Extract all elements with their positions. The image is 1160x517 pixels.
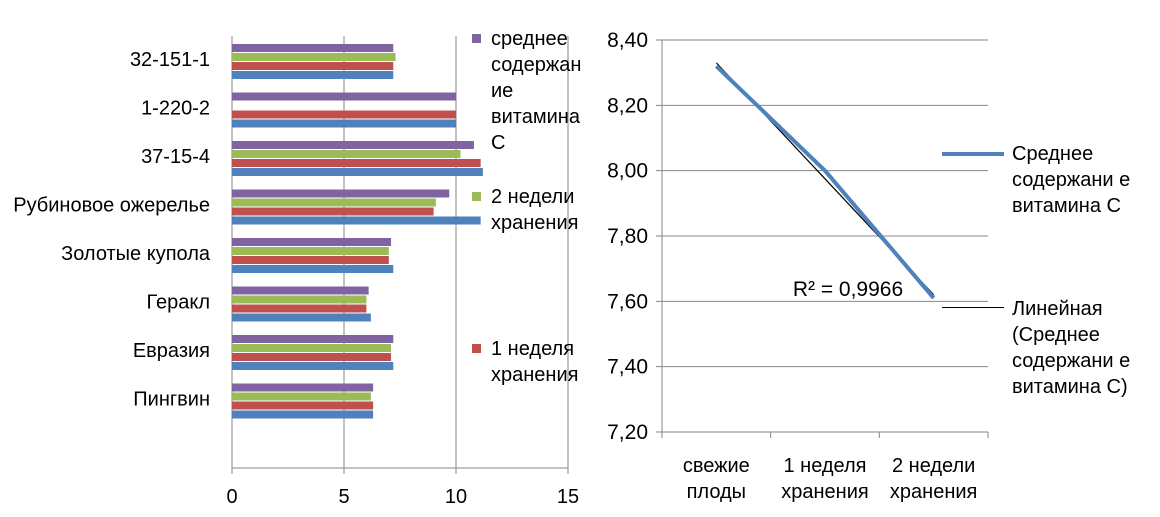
legend-label-2weeks: 2 недели хранения — [491, 186, 579, 234]
line-ytick-label-3: 7,80 — [607, 225, 648, 248]
bar-1-series-3 — [232, 119, 456, 128]
legend-label-1week: 1 неделя хранения — [491, 338, 579, 386]
bar-7-series-1 — [232, 392, 371, 401]
bar-category-label-7: Пингвин — [133, 389, 210, 411]
bar-3-series-3 — [232, 216, 481, 225]
legend-label-average-line: Среднее содержани е витамина С — [1012, 143, 1131, 217]
bar-7-series-3 — [232, 410, 374, 419]
line-ytick-label-0: 8,40 — [607, 29, 648, 52]
bar-4-series-2 — [232, 256, 389, 264]
bar-3-series-2 — [232, 207, 434, 216]
bar-category-label-0: 32-151-1 — [130, 49, 210, 71]
bar-4-series-0 — [232, 238, 392, 246]
line-xtick-label-0-0: свежие — [683, 455, 750, 477]
bar-4-series-1 — [232, 247, 389, 255]
bar-5-series-2 — [232, 304, 367, 313]
bar-category-label-3: Рубиновое ожерелье — [13, 195, 210, 217]
line-ytick-label-6: 7,20 — [607, 421, 648, 444]
bar-5-series-3 — [232, 313, 371, 322]
bar-xtick-label-15: 15 — [557, 486, 579, 508]
bar-0-series-1 — [232, 53, 396, 61]
bar-7-series-0 — [232, 383, 374, 392]
legend-swatch-green — [472, 192, 481, 201]
bar-xtick-label-0: 0 — [226, 486, 237, 508]
bar-2-series-0 — [232, 141, 474, 149]
legend-swatch-purple — [472, 34, 481, 43]
bar-2-series-3 — [232, 168, 483, 176]
bar-2-series-1 — [232, 150, 461, 158]
bar-legend-item-average: среднее содержан ие витамина С — [472, 26, 590, 156]
legend-label-trend: Линейная (Среднее содержани е витамина С… — [1012, 298, 1131, 398]
line-r2-annotation: R² = 0,9966 — [793, 278, 903, 301]
bar-3-series-1 — [232, 198, 436, 207]
line-ytick-label-4: 7,60 — [607, 290, 648, 313]
line-xtick-label-2-1: хранения — [890, 481, 977, 503]
line-xtick-label-0-1: плоды — [687, 481, 746, 503]
bar-2-series-2 — [232, 159, 481, 167]
bar-1-series-0 — [232, 92, 456, 101]
line-xtick-label-2-0: 2 недели — [892, 455, 975, 477]
bar-6-series-0 — [232, 335, 394, 343]
bar-6-series-2 — [232, 353, 392, 361]
bar-xtick-label-5: 5 — [338, 486, 349, 508]
line-xtick-label-1-1: хранения — [781, 481, 868, 503]
bar-category-label-1: 1-220-2 — [141, 98, 210, 120]
line-series-average — [714, 64, 936, 300]
legend-line-blue — [942, 152, 1004, 156]
bar-0-series-3 — [232, 71, 394, 79]
bar-4-series-3 — [232, 265, 394, 273]
bar-5-series-0 — [232, 286, 369, 295]
line-xtick-label-1-0: 1 неделя — [783, 455, 866, 477]
bar-legend-item-2weeks: 2 недели хранения — [472, 184, 590, 236]
bar-legend-item-1week: 1 неделя хранения — [472, 336, 590, 388]
bar-category-label-2: 37-15-4 — [141, 146, 210, 168]
bar-6-series-1 — [232, 344, 392, 352]
line-ytick-label-2: 8,00 — [607, 160, 648, 183]
bar-3-series-0 — [232, 189, 450, 198]
bar-7-series-2 — [232, 401, 374, 410]
bar-xtick-label-10: 10 — [445, 486, 467, 508]
bar-6-series-3 — [232, 362, 394, 370]
bar-0-series-0 — [232, 44, 394, 52]
bar-category-label-5: Геракл — [146, 292, 210, 314]
bar-category-label-6: Евразия — [133, 340, 210, 362]
line-legend-item-average: Среднее содержани е витамина С — [942, 141, 1152, 219]
bar-1-series-2 — [232, 110, 456, 119]
line-legend-item-trend: Линейная (Среднее содержани е витамина С… — [942, 296, 1152, 400]
bar-5-series-1 — [232, 295, 367, 304]
legend-swatch-red — [472, 344, 481, 353]
line-ytick-label-1: 8,20 — [607, 94, 648, 117]
legend-line-trend — [942, 307, 1004, 308]
line-ytick-label-5: 7,40 — [607, 356, 648, 379]
bar-0-series-2 — [232, 62, 394, 70]
legend-label-average: среднее содержан ие витамина С — [491, 28, 582, 154]
bar-category-label-4: Золотые купола — [61, 243, 211, 265]
